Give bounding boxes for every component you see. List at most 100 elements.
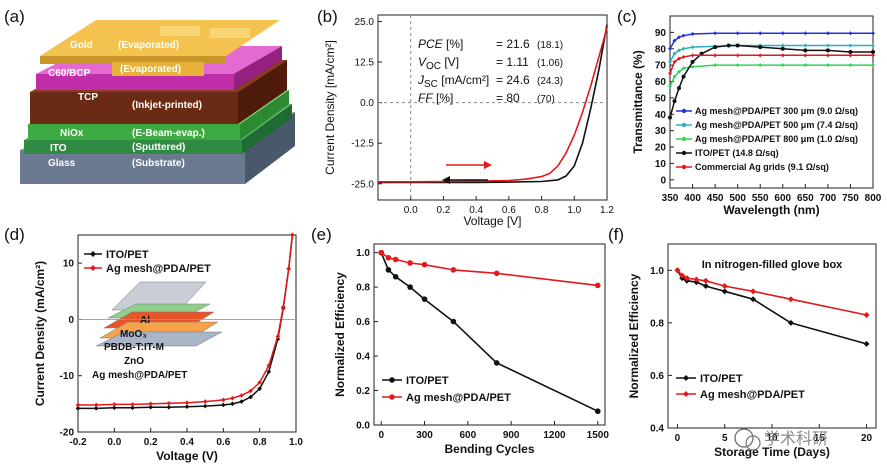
series-line bbox=[78, 234, 294, 406]
data-point bbox=[863, 340, 870, 347]
x-tick-label: 600 bbox=[460, 430, 477, 441]
data-point bbox=[421, 261, 428, 268]
y-tick-label: 0 bbox=[68, 315, 74, 326]
data-point bbox=[702, 283, 709, 290]
legend-label: Ag mesh@PDA/PET 500 μm (7.4 Ω/sq) bbox=[695, 120, 858, 130]
x-tick-label: 1.0 bbox=[567, 205, 581, 216]
data-point bbox=[825, 53, 830, 58]
x-tick-label: 5 bbox=[722, 433, 728, 444]
panel-e: (e) 0 300 600 900 1200 1500 0.0 0.2 0.4 0.6 0.8 1.0… bbox=[311, 225, 609, 456]
x-tick-label: 550 bbox=[752, 193, 769, 204]
y-tick-label: 1.0 bbox=[650, 266, 664, 277]
x-tick-label: 0 bbox=[378, 430, 384, 441]
y-tick-label: -12.5 bbox=[351, 139, 374, 150]
wechat-icon bbox=[745, 435, 761, 451]
legend-label: ITO/PET bbox=[406, 375, 449, 387]
chart-title: In nitrogen-filled glove box bbox=[702, 259, 843, 271]
watermark-text: 学术科研 bbox=[764, 429, 828, 448]
niox-front bbox=[28, 124, 240, 140]
y-tick-label: 12.5 bbox=[355, 58, 375, 69]
data-point bbox=[780, 31, 785, 36]
data-point bbox=[690, 59, 695, 64]
data-point bbox=[112, 405, 117, 411]
data-point bbox=[93, 402, 99, 408]
x-tick-label: 0.4 bbox=[180, 437, 194, 448]
pv-parameters: PCE [%] = 21.6 (18.1) VOC [V] = 1.11 (1.06) JS… bbox=[417, 37, 563, 105]
data-point bbox=[726, 43, 731, 48]
data-point bbox=[239, 393, 244, 398]
y-axis-label: Transmittance (%) bbox=[631, 50, 645, 153]
panel-label-c: (c) bbox=[617, 7, 637, 26]
data-point bbox=[735, 53, 740, 58]
data-point bbox=[407, 260, 413, 266]
data-point bbox=[166, 400, 172, 406]
y-tick-label: 25.0 bbox=[355, 17, 375, 28]
data-point bbox=[803, 31, 808, 36]
data-point bbox=[677, 86, 682, 91]
inset-layer bbox=[95, 331, 223, 347]
layer-method: (Sputtered) bbox=[132, 142, 185, 153]
layer-name: Glass bbox=[48, 158, 76, 169]
x-tick-label: 1.0 bbox=[289, 437, 303, 448]
data-point bbox=[421, 296, 428, 302]
data-point bbox=[825, 43, 830, 48]
data-point bbox=[690, 64, 695, 69]
y-tick-label: 0 bbox=[660, 175, 666, 186]
data-point bbox=[702, 277, 709, 284]
layer-method: (Inkjet-printed) bbox=[132, 100, 202, 111]
data-point bbox=[803, 53, 808, 58]
inset-layer-label: Al bbox=[140, 315, 150, 326]
data-point bbox=[679, 272, 686, 279]
panel-label-e: (e) bbox=[311, 225, 332, 244]
legend-label: Ag mesh@PDA/PET bbox=[106, 263, 211, 275]
data-point bbox=[780, 46, 785, 51]
y-tick-label: -10 bbox=[60, 371, 75, 382]
x-tick-label: 0.8 bbox=[535, 205, 549, 216]
x-tick-label: 700 bbox=[820, 193, 837, 204]
param-label: VOC [V] bbox=[418, 55, 459, 72]
data-point bbox=[735, 63, 740, 68]
glass-side bbox=[245, 112, 295, 184]
data-point bbox=[230, 395, 235, 401]
legend-label: ITO/PET bbox=[106, 249, 149, 261]
data-point bbox=[450, 267, 457, 273]
tcp-front bbox=[30, 92, 238, 124]
legend-marker bbox=[681, 108, 687, 114]
layer-method: (E-Beam-evap.) bbox=[132, 128, 205, 139]
data-point bbox=[112, 402, 117, 407]
data-point bbox=[735, 43, 740, 48]
data-point bbox=[672, 99, 677, 104]
legend-label: Ag mesh@PDA/PET bbox=[700, 389, 805, 401]
data-point bbox=[681, 33, 686, 38]
inset-layer-label: PBDB-T:IT-M bbox=[104, 342, 164, 353]
layer-method: (Substrate) bbox=[132, 158, 185, 169]
x-tick-label: 1.2 bbox=[600, 205, 614, 216]
data-point bbox=[130, 402, 135, 407]
data-point bbox=[668, 46, 672, 51]
data-point bbox=[758, 31, 763, 36]
data-point bbox=[239, 399, 244, 404]
param-alt-value: (70) bbox=[537, 94, 555, 105]
data-point bbox=[221, 397, 226, 403]
data-point bbox=[275, 336, 281, 342]
x-tick-label: 1200 bbox=[543, 430, 566, 441]
data-point bbox=[248, 388, 253, 394]
data-point bbox=[825, 63, 830, 68]
data-point bbox=[690, 32, 695, 37]
param-alt-value: (18.1) bbox=[537, 40, 563, 51]
x-axis-label: Storage Time (Days) bbox=[714, 445, 830, 459]
data-point bbox=[681, 66, 686, 71]
legend-marker bbox=[681, 164, 687, 170]
x-tick-label: 750 bbox=[842, 193, 859, 204]
data-point bbox=[672, 74, 677, 79]
x-tick-label: 650 bbox=[797, 193, 814, 204]
data-point bbox=[758, 45, 763, 50]
data-point bbox=[787, 319, 794, 326]
legend-marker bbox=[683, 375, 689, 381]
data-point bbox=[677, 35, 682, 40]
data-point bbox=[848, 53, 853, 58]
x-tick-label: 20 bbox=[861, 433, 873, 444]
data-point bbox=[693, 276, 700, 283]
